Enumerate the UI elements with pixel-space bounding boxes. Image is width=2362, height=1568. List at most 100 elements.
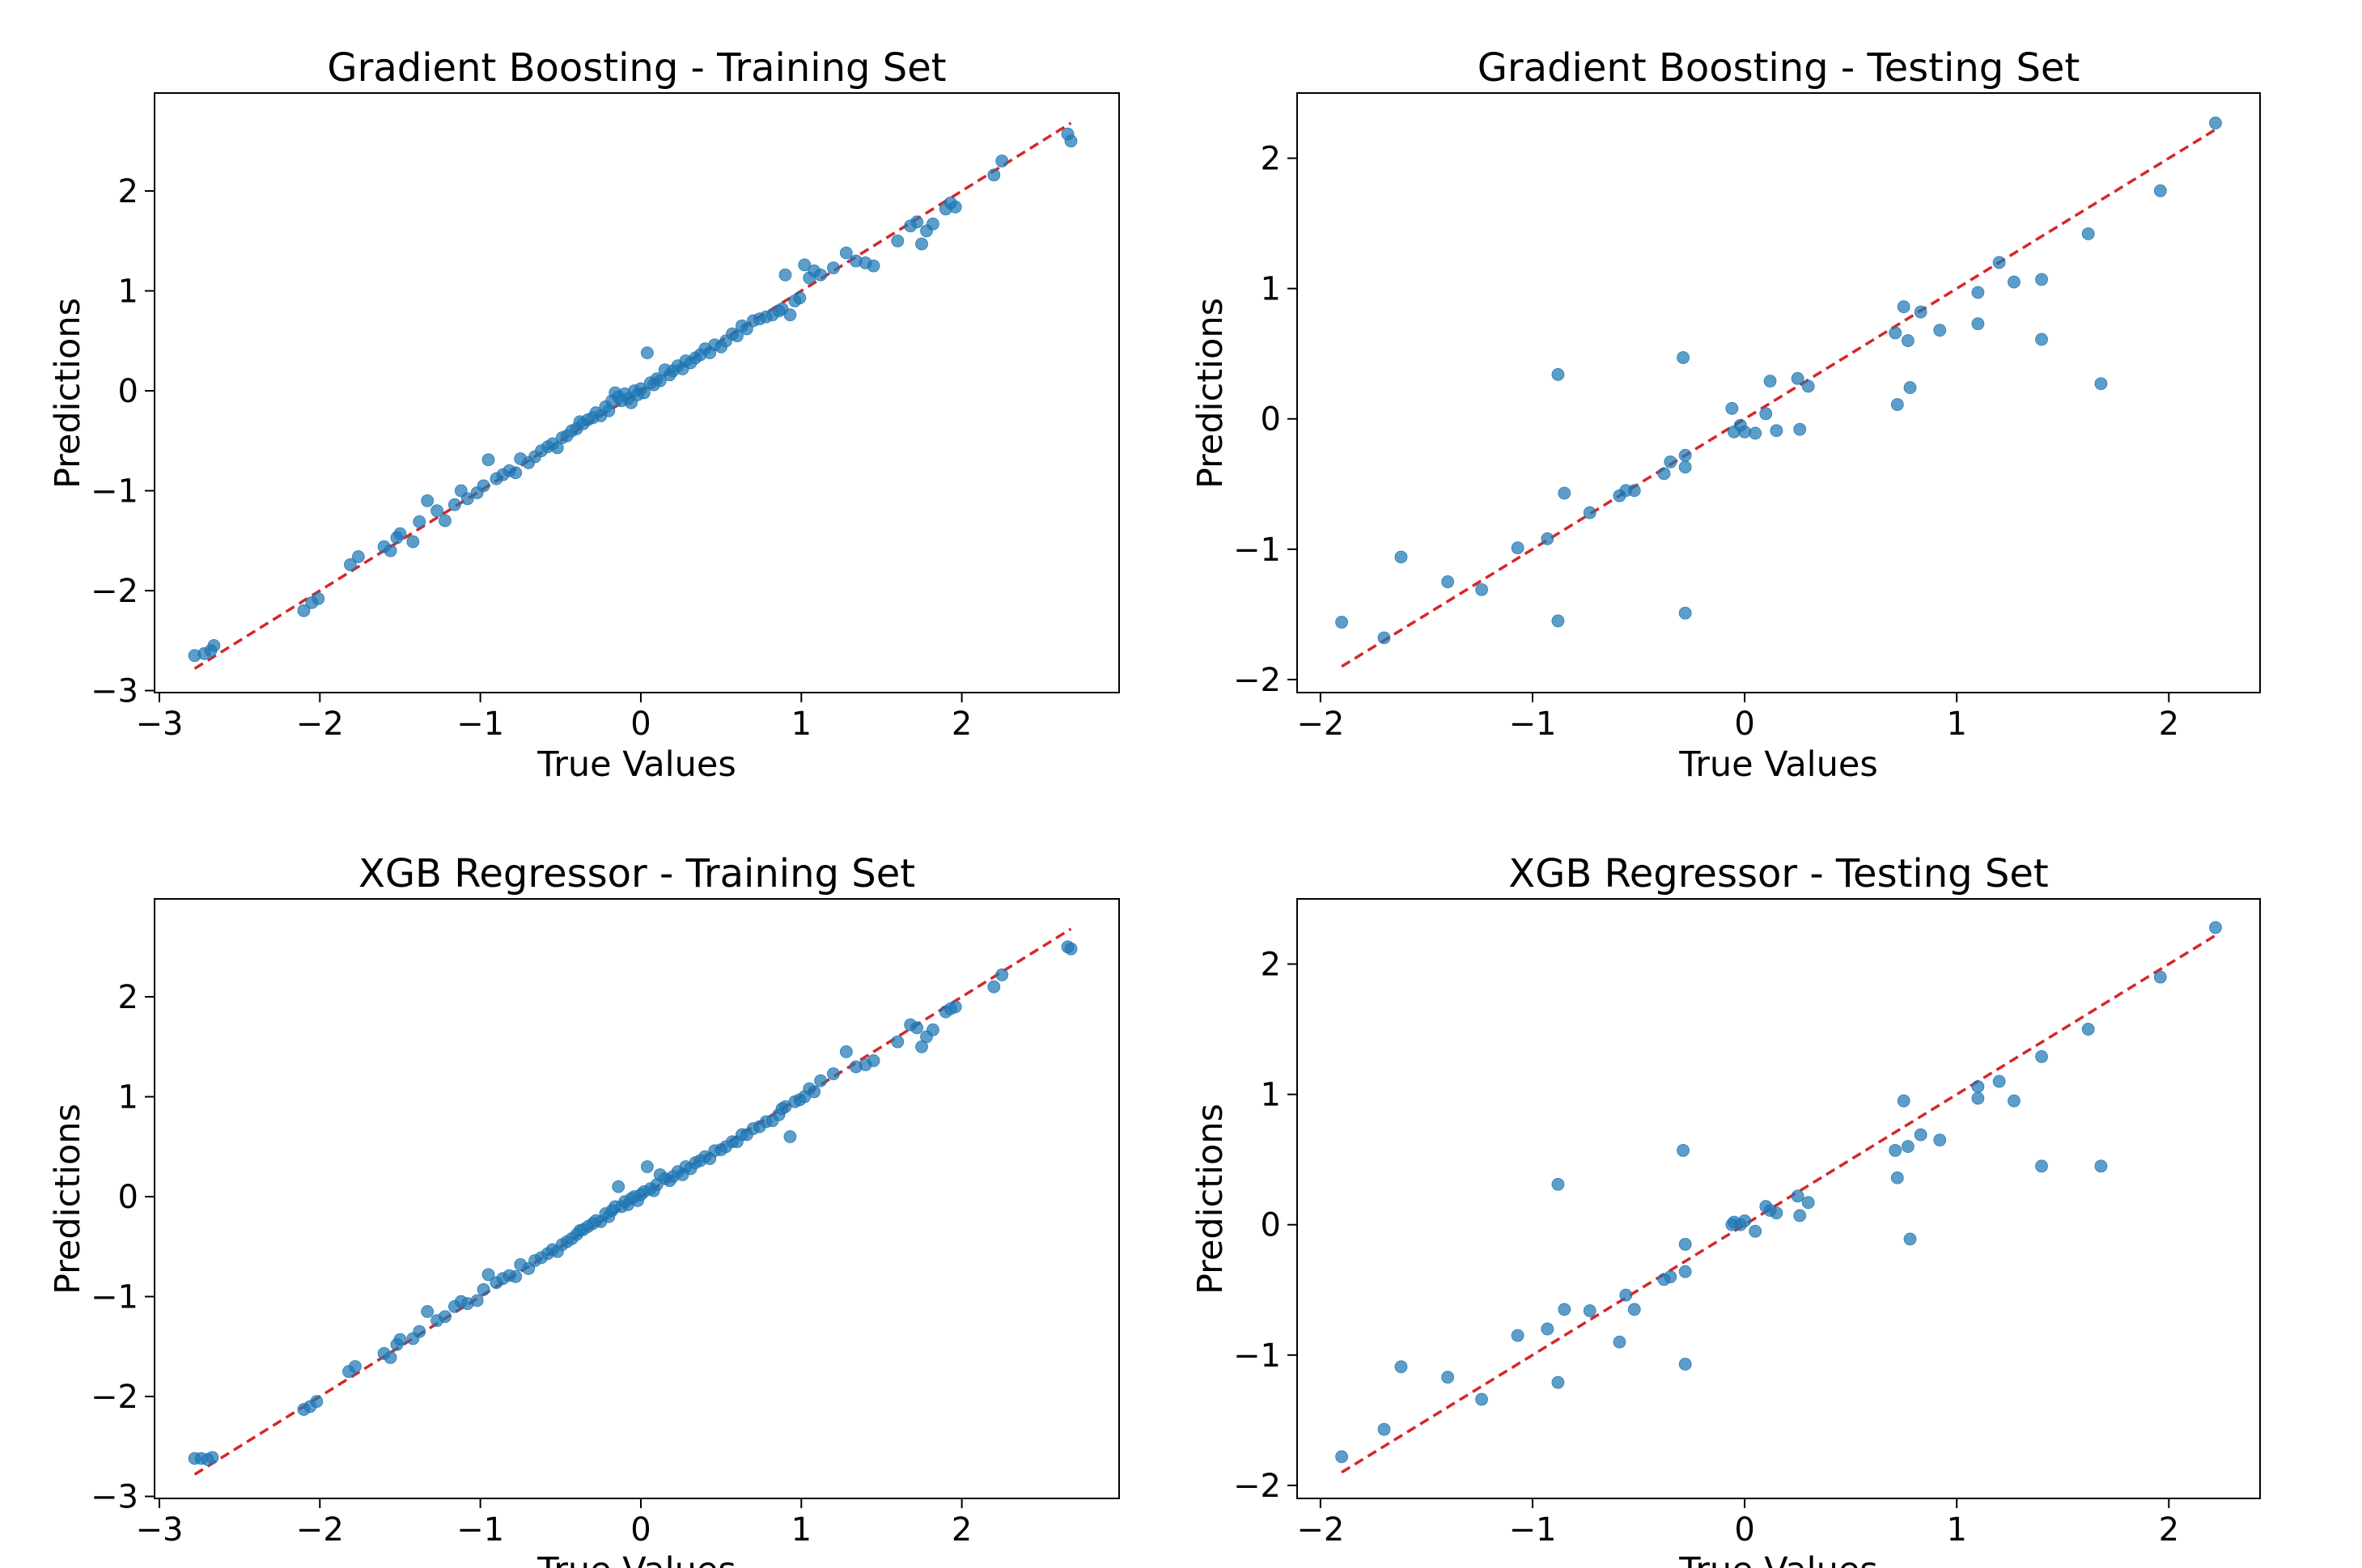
ideal-fit-line — [1341, 128, 2216, 668]
scatter-point — [927, 217, 939, 231]
scatter-point — [439, 514, 452, 528]
panel-title: XGB Regressor - Testing Set — [1508, 851, 2048, 896]
scatter-point — [1971, 286, 1985, 299]
panel-title: Gradient Boosting - Testing Set — [1478, 45, 2080, 91]
y-axis-label: Predictions — [48, 1104, 88, 1295]
scatter-point — [1377, 1422, 1391, 1436]
scatter-point — [207, 639, 221, 652]
scatter-point — [406, 535, 420, 549]
scatter-point — [1903, 381, 1917, 394]
scatter-point — [1793, 1209, 1807, 1223]
scatter-point — [393, 527, 407, 540]
scatter-points — [188, 940, 1078, 1466]
scatter-point — [1619, 1288, 1633, 1302]
x-tick-label: −2 — [1296, 706, 1344, 743]
x-tick-label: −1 — [1508, 1511, 1556, 1549]
x-tick-label: 1 — [791, 706, 812, 743]
scatter-point — [1377, 631, 1391, 645]
scatter-point — [1897, 300, 1910, 314]
scatter-point — [460, 492, 474, 506]
panel-xgb-train: XGB Regressor - Training Set −3 −2 −1 0 1 2 −… — [48, 851, 1120, 1568]
y-tick-label: −2 — [91, 573, 138, 610]
scatter-point — [1678, 460, 1692, 474]
scatter-point — [793, 291, 807, 305]
x-axis: −3 −2 −1 0 1 2 — [135, 1498, 972, 1549]
scatter-point — [1475, 583, 1488, 596]
x-axis-label: True Values — [536, 744, 736, 785]
scatter-point — [2209, 117, 2222, 129]
scatter-point — [814, 268, 827, 282]
scatter-point — [1394, 1360, 1408, 1374]
scatter-point — [1064, 942, 1078, 956]
scatter-point — [2153, 184, 2167, 197]
scatter-point — [349, 1360, 362, 1373]
scatter-point — [891, 234, 905, 248]
x-tick-label: −2 — [296, 1511, 344, 1549]
y-axis: −3 −2 −1 0 1 2 — [91, 173, 155, 710]
y-tick-label: 2 — [118, 173, 138, 210]
scatter-point — [1971, 1080, 1985, 1093]
y-axis-label: Predictions — [1190, 1104, 1231, 1295]
scatter-point — [814, 1074, 827, 1087]
y-axis: −2 −1 0 1 2 — [1233, 141, 1297, 699]
scatter-point — [297, 604, 311, 617]
scatter-point — [612, 1180, 625, 1193]
scatter-point — [1801, 379, 1815, 393]
scatter-point — [1583, 506, 1597, 519]
scatter-point — [421, 1305, 435, 1318]
scatter-point — [1551, 1375, 1565, 1389]
x-tick-label: −1 — [456, 1511, 504, 1549]
x-tick-label: 1 — [791, 1511, 812, 1549]
scatter-point — [413, 515, 426, 528]
y-axis: −3 −2 −1 0 1 2 — [91, 979, 155, 1516]
scatter-point — [1738, 1214, 1751, 1227]
scatter-point — [1897, 1094, 1910, 1108]
scatter-point — [2035, 1159, 2048, 1173]
scatter-point — [839, 246, 853, 260]
scatter-point — [470, 1294, 484, 1307]
scatter-point — [1901, 1140, 1915, 1153]
scatter-point — [1678, 606, 1692, 620]
scatter-point — [1064, 134, 1078, 148]
scatter-point — [2094, 1159, 2108, 1173]
scatter-point — [2209, 921, 2222, 934]
x-tick-label: −2 — [296, 706, 344, 743]
x-axis-label: True Values — [1678, 744, 1878, 785]
y-tick-label: −2 — [91, 1379, 138, 1416]
scatter-point — [439, 1310, 452, 1324]
scatter-point — [384, 544, 397, 557]
scatter-point — [2008, 275, 2021, 289]
panel-title: XGB Regressor - Training Set — [358, 851, 915, 896]
scatter-point — [1903, 1232, 1917, 1246]
y-axis-label: Predictions — [1190, 298, 1231, 489]
scatter-point — [778, 268, 792, 282]
x-tick-label: −1 — [456, 706, 504, 743]
scatter-point — [1914, 1128, 1927, 1142]
scatter-point — [1657, 467, 1671, 481]
x-axis: −3 −2 −1 0 1 2 — [135, 693, 972, 743]
scatter-point — [987, 980, 1001, 994]
scatter-point — [910, 215, 923, 229]
y-tick-label: 0 — [118, 1179, 138, 1216]
scatter-point — [1914, 305, 1927, 319]
y-tick-label: 1 — [1261, 1077, 1281, 1114]
scatter-point — [867, 1054, 880, 1067]
panel-gb-test: Gradient Boosting - Testing Set −2 −1 0 1 2 … — [1190, 45, 2261, 785]
y-tick-label: 0 — [1261, 401, 1281, 439]
scatter-point — [927, 1023, 939, 1036]
x-tick-label: −3 — [135, 706, 183, 743]
scatter-point — [1441, 575, 1455, 588]
x-tick-label: −2 — [1296, 1511, 1344, 1549]
y-tick-label: −1 — [1233, 532, 1281, 569]
scatter-point — [839, 1045, 853, 1058]
scatter-point — [509, 466, 523, 480]
scatter-point — [1394, 550, 1408, 564]
x-tick-label: 2 — [952, 1511, 972, 1549]
panel-gb-train: Gradient Boosting - Training Set −3 −2 −1 0… — [48, 45, 1120, 785]
scatter-point — [2153, 970, 2167, 984]
scatter-point — [640, 1160, 654, 1173]
scatter-point — [1627, 1303, 1641, 1316]
scatter-point — [1677, 351, 1690, 364]
scatter-point — [638, 386, 651, 400]
scatter-point — [393, 1333, 407, 1346]
